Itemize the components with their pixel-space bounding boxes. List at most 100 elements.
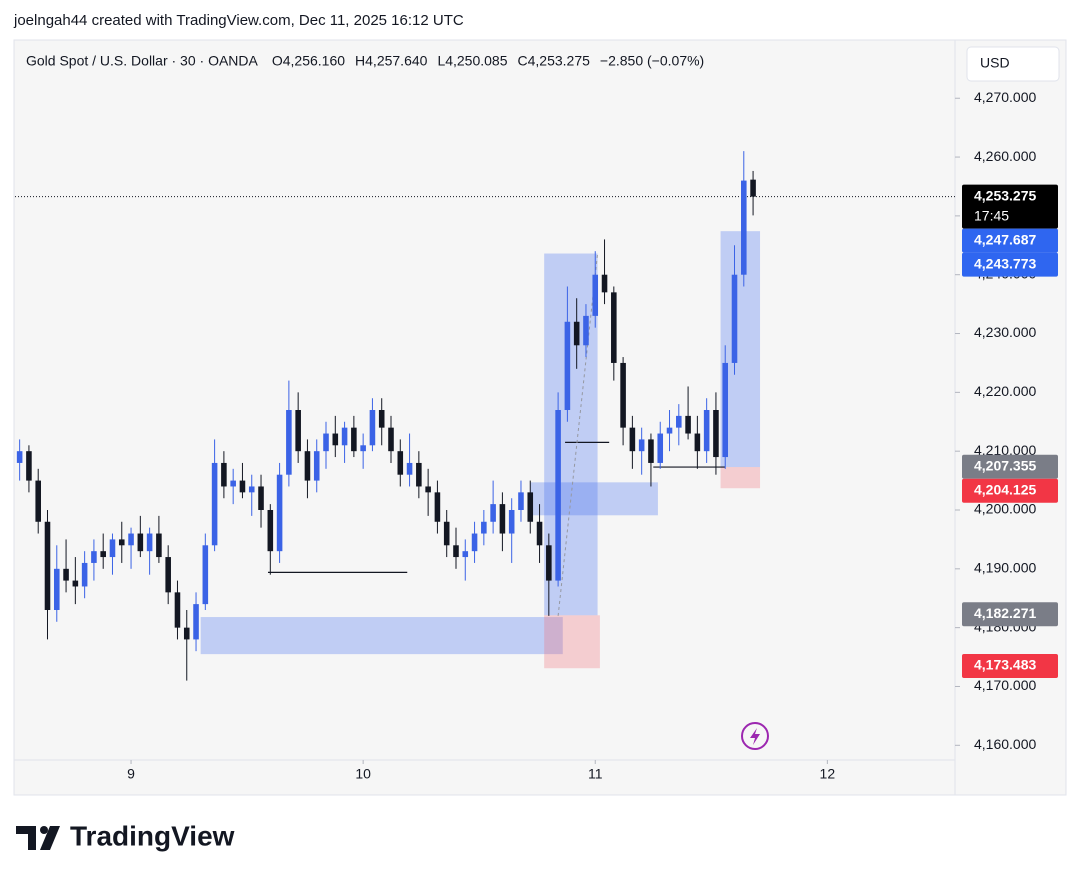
candle-body (397, 451, 404, 475)
candle-body (202, 545, 209, 605)
candle-body (118, 539, 125, 546)
candle-body (53, 568, 60, 610)
candle-body (518, 492, 524, 510)
candle-body (741, 180, 747, 275)
candle-body (490, 504, 496, 522)
x-tick-label: 11 (588, 766, 603, 782)
price-tag-label: 4,204.125 (974, 481, 1036, 497)
candle-body (193, 604, 199, 640)
candle-body (16, 451, 23, 463)
event-icon[interactable] (741, 722, 769, 750)
candle-body (676, 415, 682, 428)
candle-body (128, 533, 134, 546)
currency: USD (980, 55, 1010, 71)
candle-body (425, 486, 431, 493)
currency-button[interactable] (966, 46, 1060, 82)
legend-item: O4,256.160 (272, 53, 345, 69)
zone (544, 615, 600, 669)
y-tick-label: 4,260.000 (974, 148, 1036, 164)
candle-body (555, 410, 561, 581)
price-tag-label: 4,247.687 (974, 231, 1036, 247)
candle-body (611, 292, 617, 363)
attribution: joelngah44 created with TradingView.com,… (13, 12, 464, 29)
candle-body (35, 480, 41, 522)
candle-body (378, 410, 385, 428)
candle-body (230, 480, 236, 487)
zone (200, 617, 563, 655)
candle-body (620, 362, 626, 428)
candle-body (685, 415, 691, 434)
candle-body (666, 427, 673, 434)
candle-body (703, 410, 710, 452)
price-tag-label: 4,182.271 (974, 605, 1036, 621)
candle-body (722, 362, 729, 458)
candle-body (81, 562, 88, 587)
candle-body (369, 410, 376, 446)
candle-body (694, 433, 701, 452)
candle-body (258, 486, 264, 510)
y-tick-label: 4,190.000 (974, 560, 1036, 576)
candle-body (443, 521, 450, 546)
x-tick-label: 9 (127, 766, 135, 782)
candle-body (239, 480, 246, 493)
y-tick-label: 4,160.000 (974, 736, 1036, 752)
candle-body (508, 510, 515, 534)
candle-body (323, 433, 329, 452)
candle-body (44, 521, 51, 610)
zone (544, 253, 598, 616)
candle-body (471, 533, 478, 552)
chart-panel (13, 39, 1067, 796)
logo-dot (40, 826, 48, 834)
candle-body (63, 568, 69, 581)
brand: TradingView (70, 820, 235, 851)
candle-body (481, 521, 487, 534)
candle-body (731, 274, 738, 363)
price-tag-time: 17:45 (974, 207, 1009, 223)
price-tag (962, 454, 1058, 479)
price-tag-label: 4,253.275 (974, 187, 1036, 203)
path-line (557, 253, 599, 616)
candle-body (434, 492, 441, 522)
x-tick-label: 10 (355, 766, 371, 782)
candle-body (573, 321, 580, 346)
y-tick-label: 4,270.000 (974, 89, 1036, 105)
candle-body (156, 533, 162, 558)
y-tick-label: 4,170.000 (974, 677, 1036, 693)
candle-body (332, 433, 339, 446)
candle-body (341, 427, 348, 446)
candle-body (648, 439, 654, 463)
y-tick-label: 4,210.000 (974, 442, 1036, 458)
candle-body (137, 533, 144, 552)
candle-body (174, 592, 181, 628)
logo-slash (40, 826, 60, 850)
price-tag-label: 4,173.483 (974, 657, 1036, 673)
candle-body (601, 274, 608, 293)
legend-item: −2.850 (−0.07%) (600, 53, 704, 69)
candle-body (276, 474, 283, 552)
candle-body (388, 427, 394, 452)
candle-body (453, 545, 459, 558)
candle-body (629, 427, 636, 452)
candle-body (499, 504, 506, 534)
candle-body (462, 551, 469, 558)
candle-body (26, 451, 32, 481)
legend-item: C4,253.275 (518, 53, 591, 69)
candle-body (406, 462, 413, 475)
zone (720, 467, 761, 489)
candle-body (72, 580, 79, 587)
candle-body (267, 510, 274, 552)
candle-body (657, 433, 664, 463)
price-tag-label: 4,207.355 (974, 457, 1036, 473)
candle-body (527, 492, 534, 522)
plot (15, 151, 955, 681)
candle-body (100, 551, 106, 558)
price-tag (962, 184, 1058, 229)
price-tag (962, 602, 1058, 627)
candle-body (360, 445, 366, 452)
candle-body (313, 451, 320, 481)
brand-logo (16, 826, 60, 850)
legend-item: L4,250.085 (437, 53, 507, 69)
y-tick-label: 4,230.000 (974, 324, 1036, 340)
price-tag (962, 653, 1058, 678)
